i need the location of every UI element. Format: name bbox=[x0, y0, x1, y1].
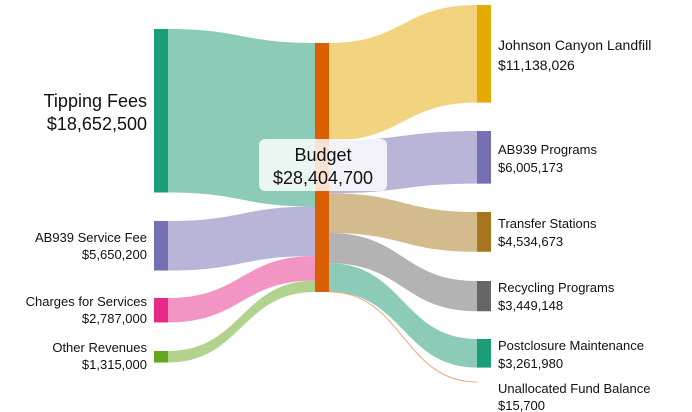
label-charges-for-services-value: $2,787,000 bbox=[82, 311, 147, 326]
outgoing-links bbox=[329, 5, 477, 382]
label-johnson-canyon-landfill-value: $11,138,026 bbox=[498, 57, 575, 73]
budget-value: $28,404,700 bbox=[273, 168, 373, 188]
node-postclosure-maintenance[interactable] bbox=[477, 339, 491, 368]
label-johnson-canyon-landfill-name: Johnson Canyon Landfill bbox=[498, 37, 651, 53]
label-tipping-fees-value: $18,652,500 bbox=[47, 114, 147, 134]
node-other-revenues[interactable] bbox=[154, 351, 168, 363]
label-recycling-programs-name: Recycling Programs bbox=[498, 280, 615, 295]
node-transfer-stations[interactable] bbox=[477, 212, 491, 252]
budget-name: Budget bbox=[294, 145, 351, 165]
label-tipping-fees-name: Tipping Fees bbox=[44, 91, 147, 111]
label-other-revenues-name: Other Revenues bbox=[52, 340, 147, 355]
label-postclosure-maintenance-name: Postclosure Maintenance bbox=[498, 338, 644, 353]
label-charges-for-services-name: Charges for Services bbox=[26, 294, 148, 309]
node-ab939-programs[interactable] bbox=[477, 131, 491, 184]
label-other-revenues-value: $1,315,000 bbox=[82, 357, 147, 372]
node-johnson-canyon-landfill[interactable] bbox=[477, 5, 491, 103]
label-postclosure-maintenance-value: $3,261,980 bbox=[498, 356, 563, 371]
label-unallocated-fund-balance-value: $15,700 bbox=[498, 398, 545, 412]
label-ab939-programs-value: $6,005,173 bbox=[498, 160, 563, 175]
label-ab939-programs-name: AB939 Programs bbox=[498, 142, 597, 157]
node-ab939-service-fee[interactable] bbox=[154, 221, 168, 271]
node-charges-for-services[interactable] bbox=[154, 298, 168, 322]
label-transfer-stations-name: Transfer Stations bbox=[498, 216, 597, 231]
node-tipping-fees[interactable] bbox=[154, 29, 168, 193]
incoming-links bbox=[168, 29, 315, 363]
node-recycling-programs[interactable] bbox=[477, 281, 491, 311]
link-budget-to-johnson-canyon-landfill bbox=[329, 5, 477, 141]
label-ab939-service-fee-name: AB939 Service Fee bbox=[35, 230, 147, 245]
label-unallocated-fund-balance-name: Unallocated Fund Balance bbox=[498, 381, 651, 396]
label-recycling-programs-value: $3,449,148 bbox=[498, 298, 563, 313]
budget-label: Budget $28,404,700 bbox=[259, 139, 387, 191]
label-transfer-stations-value: $4,534,673 bbox=[498, 234, 563, 249]
label-ab939-service-fee-value: $5,650,200 bbox=[82, 247, 147, 262]
